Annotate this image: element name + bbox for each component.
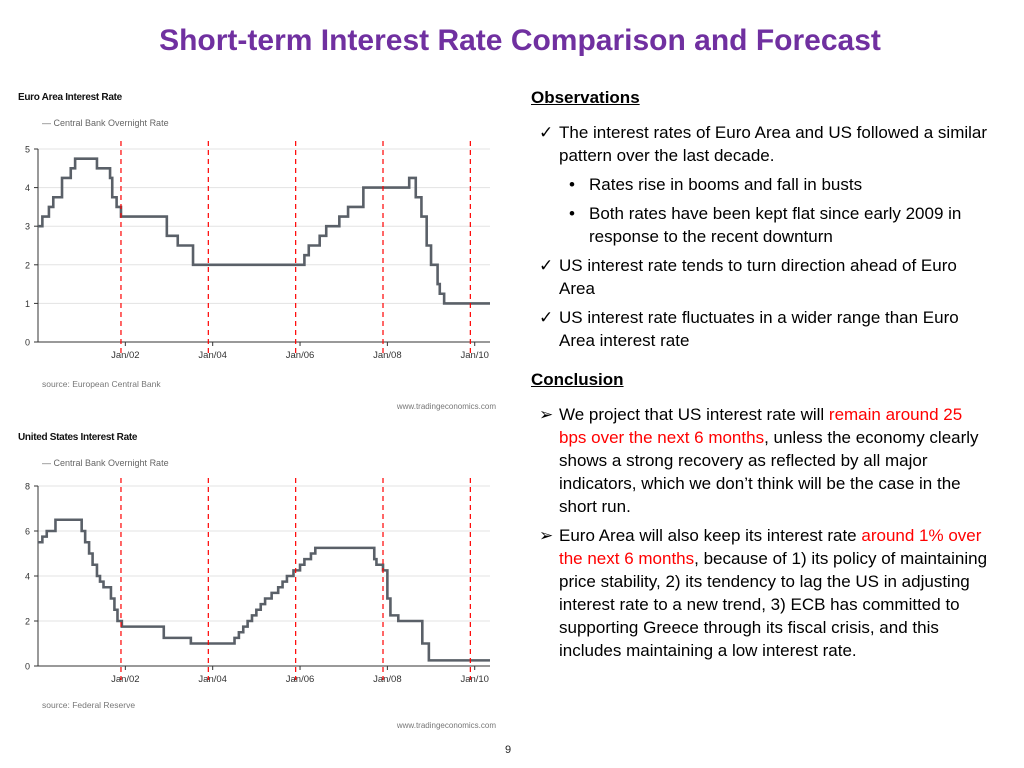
- item-text: Euro Area will also keep its interest ra…: [559, 526, 862, 545]
- arrow-bullet-icon: ➢: [539, 526, 554, 545]
- chart-source: source: Federal Reserve: [42, 700, 136, 710]
- y-tick-label: 2: [25, 260, 30, 270]
- highlighted-forecast: remain around 25 bps over the next 6 mon…: [559, 405, 963, 447]
- us-rate-chart: 0 2 4 6 8 Jan/02 Jan/04 Jan/06 Jan/08 Jan/10 Unit…: [14, 430, 500, 735]
- y-tick-label: 0: [25, 662, 30, 672]
- y-tick-label: 5: [25, 145, 30, 155]
- item-text: Rates rise in booms and fall in busts: [589, 175, 863, 194]
- observation-item: ✓ The interest rates of Euro Area and US …: [531, 121, 991, 167]
- y-tick-label: 4: [25, 572, 30, 582]
- checkmark-icon: ✓: [539, 256, 554, 275]
- bullet-icon: •: [569, 204, 575, 223]
- x-tick-label: Jan/04: [198, 674, 227, 685]
- item-text: , unless the economy clearly shows a str…: [559, 428, 979, 516]
- chart-website: www.tradingeconomics.com: [396, 402, 496, 411]
- observations-list: ✓ The interest rates of Euro Area and US …: [531, 121, 991, 352]
- y-tick-label: 4: [25, 183, 30, 193]
- item-text: US interest rate tends to turn direction…: [559, 256, 957, 298]
- item-text: The interest rates of Euro Area and US f…: [559, 123, 988, 165]
- x-tick-label: Jan/04: [198, 350, 227, 361]
- slide-title: Short-term Interest Rate Comparison and …: [159, 24, 881, 57]
- x-tick-label: Jan/08: [373, 674, 402, 685]
- item-text: , because of 1) its policy of maintainin…: [559, 549, 988, 660]
- item-text: We project that US interest rate will: [559, 405, 829, 424]
- commentary-panel: Observations ✓ The interest rates of Euro…: [531, 86, 991, 668]
- euro-area-rate-chart: 0 1 2 3 4 5 Jan/02 Jan/04 Jan/06 Jan/08 Jan/10 Eur…: [14, 90, 500, 415]
- chart-legend: — Central Bank Overnight Rate: [42, 118, 169, 128]
- x-tick-label: Jan/10: [460, 674, 489, 685]
- observation-subitem: • Both rates have been kept flat since ea…: [531, 202, 991, 248]
- y-tick-label: 1: [25, 299, 30, 309]
- bullet-icon: •: [569, 175, 575, 194]
- observations-heading: Observations: [531, 88, 640, 107]
- conclusion-list: ➢ We project that US interest rate will r…: [531, 403, 991, 662]
- legend-label: Central Bank Overnight Rate: [53, 118, 169, 128]
- series-line: [38, 518, 490, 662]
- y-tick-label: 3: [25, 222, 30, 232]
- chart-source: source: European Central Bank: [42, 379, 161, 389]
- highlighted-forecast: around 1% over the next 6 months: [559, 526, 982, 568]
- arrow-bullet-icon: ➢: [539, 405, 554, 424]
- observation-item: ✓ US interest rate fluctuates in a wider …: [531, 306, 991, 352]
- item-text: US interest rate fluctuates in a wider r…: [559, 308, 959, 350]
- x-tick-label: Jan/02: [111, 350, 140, 361]
- chart-title: Euro Area Interest Rate: [18, 92, 122, 103]
- observation-subitem: • Rates rise in booms and fall in busts: [531, 173, 991, 196]
- x-tick-label: Jan/08: [373, 350, 402, 361]
- checkmark-icon: ✓: [539, 123, 554, 142]
- legend-label: Central Bank Overnight Rate: [53, 458, 169, 468]
- item-text: Both rates have been kept flat since ear…: [589, 204, 962, 246]
- series-line: [38, 157, 490, 305]
- conclusion-heading: Conclusion: [531, 370, 624, 389]
- y-tick-label: 0: [25, 338, 30, 348]
- x-tick-label: Jan/02: [111, 674, 140, 685]
- y-tick-label: 2: [25, 617, 30, 627]
- x-tick-label: Jan/06: [286, 674, 315, 685]
- conclusion-item: ➢ We project that US interest rate will r…: [531, 403, 991, 518]
- x-tick-label: Jan/06: [286, 350, 315, 361]
- checkmark-icon: ✓: [539, 308, 554, 327]
- x-tick-label: Jan/10: [460, 350, 489, 361]
- observation-item: ✓ US interest rate tends to turn directio…: [531, 254, 991, 300]
- us-chart-svg: 0 2 4 6 8 Jan/02 Jan/04 Jan/06 Jan/08 Jan/10: [25, 478, 490, 685]
- conclusion-item: ➢ Euro Area will also keep its interest r…: [531, 524, 991, 662]
- chart-legend: — Central Bank Overnight Rate: [42, 458, 169, 468]
- y-tick-label: 6: [25, 527, 30, 537]
- chart-website: www.tradingeconomics.com: [396, 721, 496, 730]
- page-number: 9: [505, 744, 512, 756]
- euro-chart-svg: 0 1 2 3 4 5 Jan/02 Jan/04 Jan/06 Jan/08 Jan/10: [25, 141, 490, 361]
- chart-title: United States Interest Rate: [18, 432, 138, 443]
- y-tick-label: 8: [25, 482, 30, 492]
